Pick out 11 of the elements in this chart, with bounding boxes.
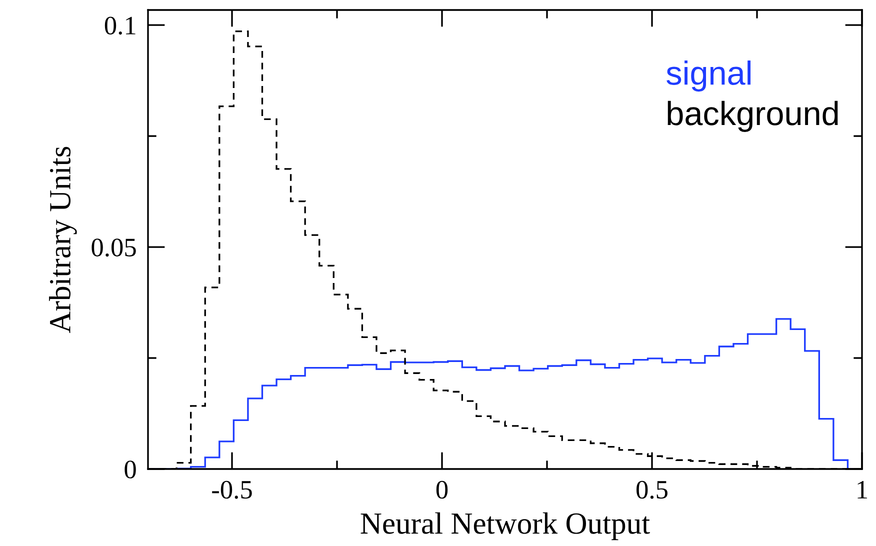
x-tick-label: 1 bbox=[858, 481, 868, 498]
x-tick-label: 0 bbox=[436, 480, 448, 499]
x-tick-label: -0.5 bbox=[212, 480, 252, 499]
y-tick-label: 0.1 bbox=[104, 16, 136, 35]
y-axis-title: Arbitrary Units bbox=[49, 146, 77, 333]
legend-label: background bbox=[668, 100, 838, 132]
x-tick-label: 0.5 bbox=[636, 480, 668, 499]
x-axis-title: Neural Network Output bbox=[360, 512, 650, 540]
y-tick-label: 0 bbox=[124, 460, 136, 478]
text: signal bbox=[666, 60, 751, 92]
y-tick-label: 0.05 bbox=[92, 238, 136, 257]
